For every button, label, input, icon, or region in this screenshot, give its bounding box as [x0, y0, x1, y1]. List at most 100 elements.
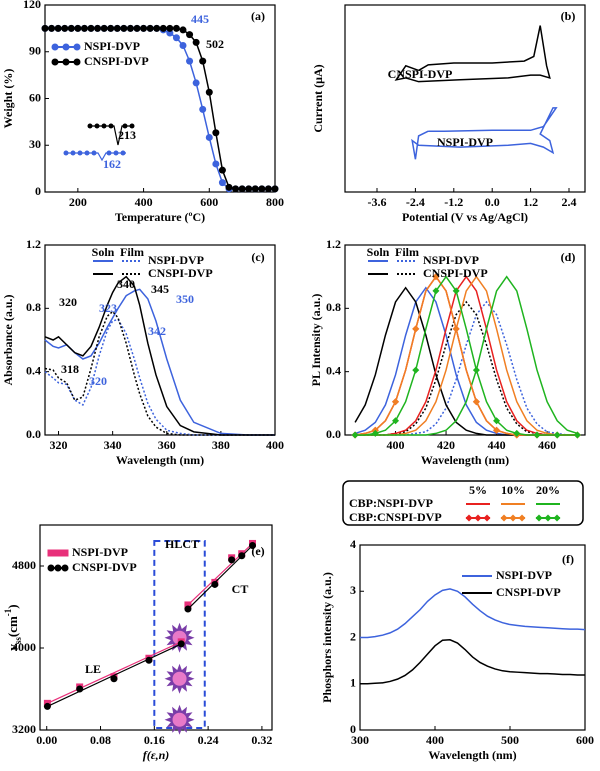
marker	[493, 417, 501, 425]
annotation: 342	[148, 324, 166, 338]
annotation: 320	[89, 374, 107, 388]
x-tick-label: 0.24	[198, 733, 219, 747]
y-tick-label: 4	[350, 537, 356, 551]
inset-dots	[87, 123, 135, 129]
x-tick-label: 400	[387, 438, 405, 452]
marker	[452, 287, 460, 295]
y-tick-label: 2	[350, 629, 356, 643]
marker	[192, 38, 200, 46]
fit-line	[47, 643, 182, 707]
legend-label: CNSPI-DVP	[72, 560, 137, 574]
marker	[432, 273, 440, 281]
legend-marker	[54, 549, 62, 557]
y-tick-label: 60	[29, 90, 41, 104]
y-tick-label: 4000	[12, 640, 36, 654]
series-line	[411, 107, 558, 160]
marker	[232, 185, 240, 193]
series-line	[360, 588, 586, 639]
x-tick-label: 380	[212, 438, 230, 452]
y-axis-label: vss(cm-1)	[3, 604, 23, 650]
marker	[100, 24, 108, 32]
y-axis-label: Current (μA)	[311, 64, 325, 132]
legend-box	[342, 480, 584, 526]
marker	[184, 601, 192, 609]
y-tick-label: 0.0	[326, 427, 341, 441]
annotation: 445	[191, 12, 209, 26]
series-line	[44, 275, 275, 436]
legend-marker	[509, 514, 517, 522]
plot-frame	[39, 524, 273, 731]
marker	[513, 429, 521, 437]
marker	[140, 24, 148, 32]
marker	[54, 24, 62, 32]
legend-label: NSPI-DVP	[72, 545, 128, 559]
marker	[371, 429, 379, 437]
panel-label: (c)	[251, 250, 264, 264]
marker	[211, 580, 219, 588]
annotation: 323	[99, 301, 117, 315]
x-tick-label: 340	[104, 438, 122, 452]
y-tick-label: 3200	[12, 722, 36, 736]
series-line	[44, 288, 275, 436]
annotation: LE	[85, 662, 101, 676]
marker	[43, 702, 51, 710]
x-tick-label: -3.6	[368, 195, 387, 209]
marker	[392, 398, 400, 406]
y-tick-label: 0.8	[326, 300, 341, 314]
molecule-icon-core	[172, 712, 187, 727]
y-tick-label: 3	[350, 583, 356, 597]
y-axis-label: PL Intensity (a.u.)	[309, 294, 323, 387]
marker	[238, 185, 246, 193]
annotation: 502	[206, 37, 224, 51]
series-line	[355, 275, 578, 436]
marker	[553, 431, 561, 439]
annotation: 350	[176, 292, 194, 306]
marker	[472, 398, 480, 406]
x-axis-label: Wavelength (nm)	[421, 453, 509, 467]
marker	[472, 366, 480, 374]
annotation: 162	[103, 157, 121, 171]
x-tick-label: 360	[158, 438, 176, 452]
legend-label: NSPI-DVP	[84, 39, 140, 53]
series-line	[360, 639, 585, 685]
molecule-icon-core	[172, 671, 187, 686]
x-axis-label: Wavelength (nm)	[116, 453, 204, 467]
legend-marker	[73, 43, 81, 51]
marker	[218, 179, 226, 187]
series-line	[354, 286, 578, 436]
legend-label: CBP:NSPI-DVP	[349, 496, 433, 510]
marker	[412, 325, 420, 333]
y-tick-label: 120	[23, 0, 41, 11]
marker	[212, 129, 220, 137]
y-tick-label: 0	[35, 184, 41, 198]
marker	[184, 605, 192, 613]
marker	[351, 431, 359, 439]
marker	[110, 675, 118, 683]
marker	[179, 42, 187, 50]
x-axis-label: f(ε,n)	[143, 748, 170, 762]
y-tick-label: 1.2	[326, 237, 341, 251]
annotation: CT	[232, 582, 249, 596]
y-tick-label: 30	[29, 137, 41, 151]
marker	[166, 24, 174, 32]
series-line	[45, 27, 275, 190]
marker	[271, 185, 279, 193]
plot-frame	[344, 4, 586, 193]
legend-marker	[474, 514, 482, 522]
marker	[264, 185, 272, 193]
marker	[452, 325, 460, 333]
marker	[146, 24, 154, 32]
marker	[177, 640, 185, 648]
legend-header: Film	[395, 245, 419, 259]
marker	[199, 57, 207, 65]
inset-dots	[63, 150, 126, 156]
legend-marker	[51, 43, 59, 51]
x-tick-label: 2.4	[562, 195, 577, 209]
marker	[186, 57, 194, 65]
fit-line	[47, 641, 182, 704]
x-tick-label: 460	[538, 438, 556, 452]
y-tick-label: 0.4	[26, 363, 41, 377]
legend-label: CNSPI-DVP	[148, 266, 213, 280]
